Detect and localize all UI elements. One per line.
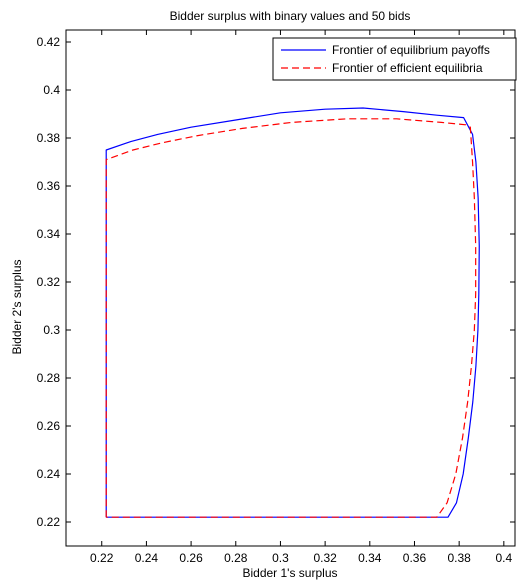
y-tick-label: 0.22 (37, 515, 61, 529)
legend-label-equilibrium-payoffs: Frontier of equilibrium payoffs (332, 43, 490, 57)
x-tick-label: 0.28 (224, 551, 248, 565)
y-tick-label: 0.32 (37, 275, 61, 289)
y-tick-label: 0.38 (37, 131, 61, 145)
plot-area (105, 107, 480, 518)
y-tick-label: 0.4 (43, 83, 60, 97)
x-tick-label: 0.26 (179, 551, 203, 565)
x-tick-label: 0.36 (403, 551, 427, 565)
x-tick-label: 0.4 (495, 551, 512, 565)
y-tick-label: 0.3 (43, 323, 60, 337)
x-axis-title: Bidder 1's surplus (242, 566, 337, 580)
y-tick-label: 0.28 (37, 371, 61, 385)
legend-label-efficient-equilibria: Frontier of efficient equilibria (332, 61, 483, 75)
chart-title: Bidder surplus with binary values and 50… (170, 9, 411, 23)
y-tick-label: 0.26 (37, 419, 61, 433)
x-tick-label: 0.38 (447, 551, 471, 565)
x-tick-label: 0.24 (135, 551, 159, 565)
y-tick-label: 0.24 (37, 467, 61, 481)
y-tick-label: 0.42 (37, 35, 61, 49)
axes-frame (65, 29, 516, 547)
series-line-efficient-equilibria (105, 118, 477, 518)
x-tick-label: 0.3 (272, 551, 289, 565)
legend: Frontier of equilibrium payoffs Frontier… (272, 37, 517, 81)
series-line-equilibrium-payoffs (105, 107, 480, 518)
y-axis-title: Bidder 2's surplus (10, 259, 24, 354)
axes: 0.22 0.24 0.26 0.28 0.3 0.32 0.34 0.36 0.38 0.4 0.… (37, 29, 516, 565)
x-tick-label: 0.34 (358, 551, 382, 565)
legend-box (272, 37, 517, 81)
x-tick-label: 0.32 (313, 551, 337, 565)
y-tick-label: 0.36 (37, 179, 61, 193)
x-tick-label: 0.22 (90, 551, 114, 565)
y-tick-label: 0.34 (37, 227, 61, 241)
